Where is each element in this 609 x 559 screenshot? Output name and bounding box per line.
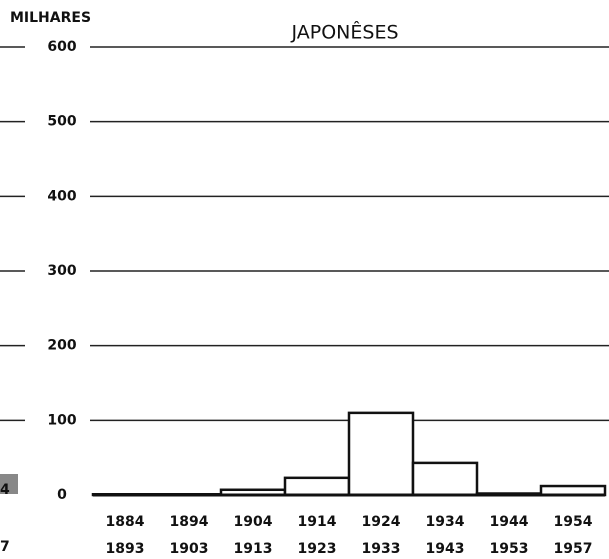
y-tick-label: 400 [47,188,76,204]
fragment-label: 4 [0,482,10,498]
x-tick-label: 1923 [298,541,337,557]
y-tick-label: 200 [47,338,76,354]
bar [411,461,479,497]
y-tick-label: 300 [47,263,76,279]
bar [283,476,351,497]
x-tick-label: 1953 [490,541,529,557]
x-tick-label: 1913 [234,541,273,557]
x-tick-label: 1894 [170,514,209,530]
y-tick-label: 500 [47,114,76,130]
x-tick-label: 1954 [554,514,593,530]
x-tick-label: 1884 [106,514,145,530]
x-tick-label: 1943 [426,541,465,557]
y-axis-label: MILHARES [10,10,91,26]
fragment-box [0,474,18,494]
x-tick-label: 1933 [362,541,401,557]
x-tick-label: 1934 [426,514,465,530]
bar [347,411,415,497]
x-tick-label: 1893 [106,541,145,557]
chart-title: JAPONÊSES [290,21,398,44]
x-tick-label: 1957 [554,541,593,557]
y-tick-label: 600 [47,39,76,55]
y-tick-label: 100 [47,412,76,428]
y-tick-label: 0 [57,487,67,503]
x-tick-label: 1903 [170,541,209,557]
x-tick-label: 1904 [234,514,273,530]
x-tick-label: 1924 [362,514,401,530]
fragment-label: 7 [0,539,10,555]
x-tick-label: 1944 [490,514,529,530]
x-tick-label: 1914 [298,514,337,530]
